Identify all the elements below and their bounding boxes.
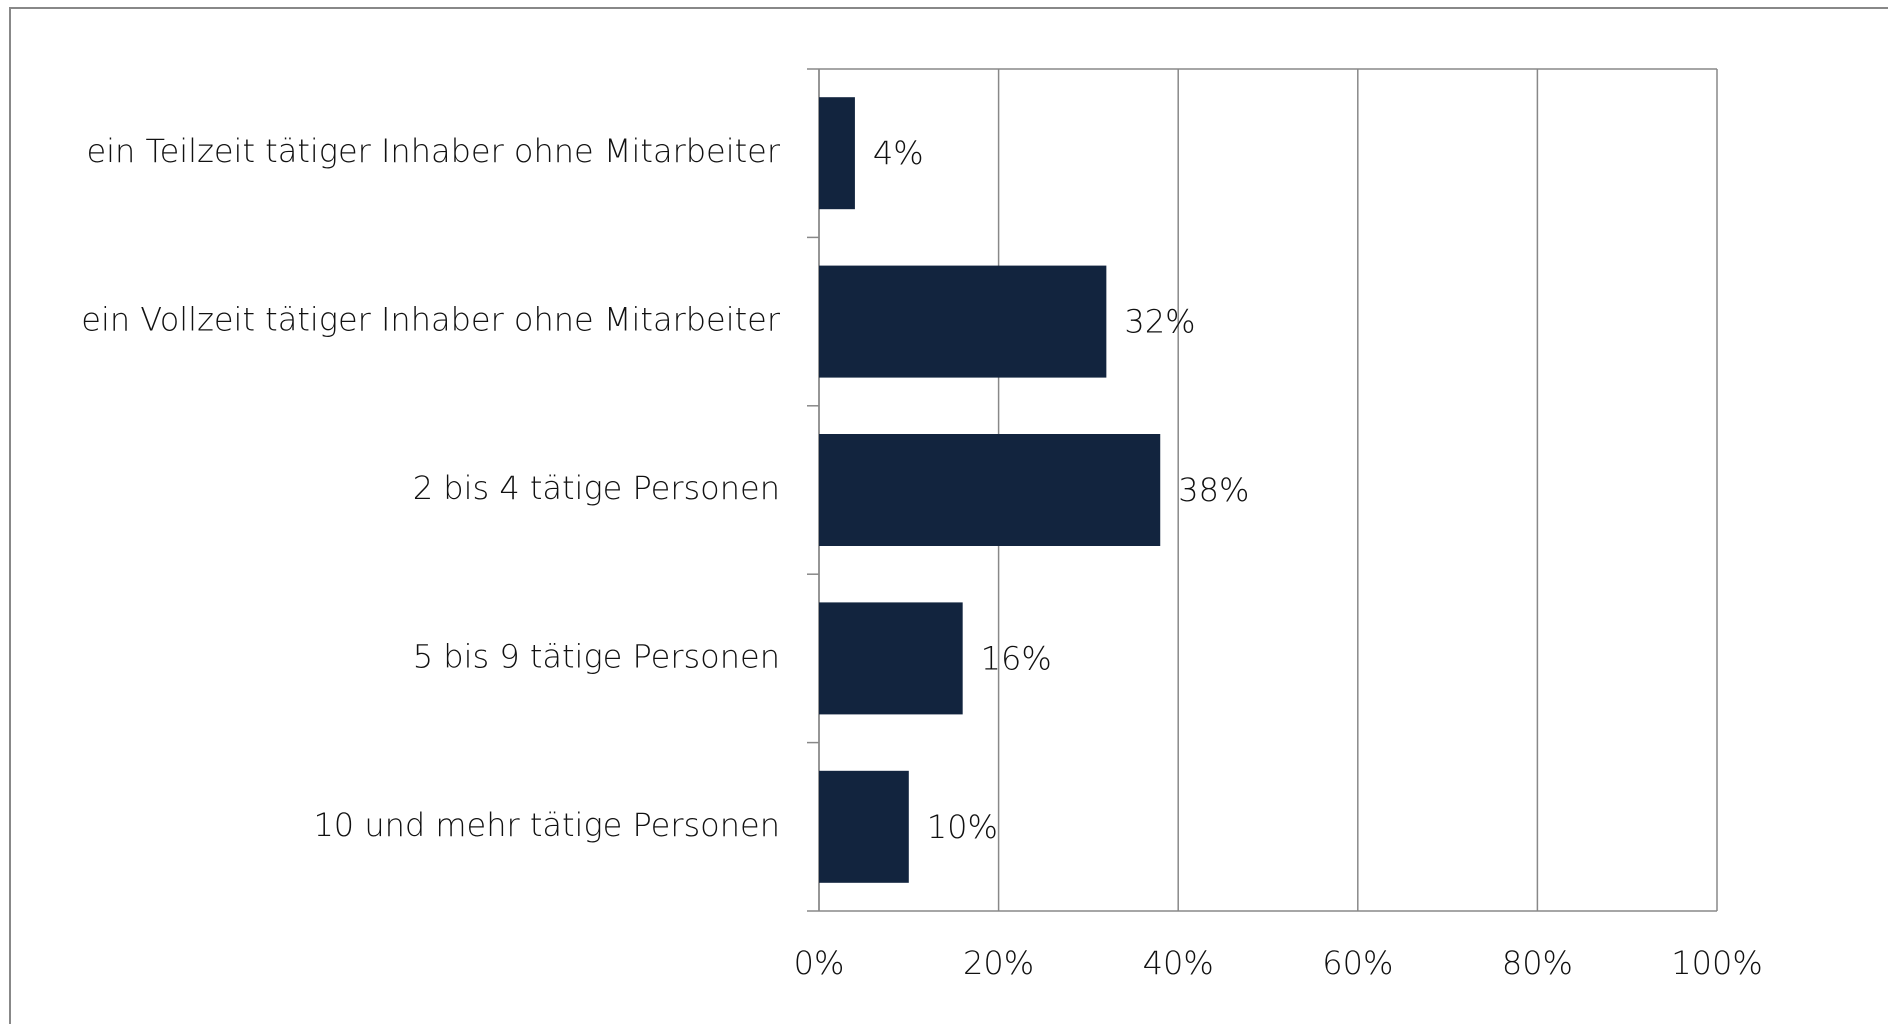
- bar: [819, 265, 1107, 378]
- y-tick-label: ein Vollzeit tätiger Inhaber ohne Mitarb…: [81, 301, 781, 339]
- bar: [819, 602, 963, 715]
- y-tick-label: ein Teilzeit tätiger Inhaber ohne Mitarb…: [86, 132, 780, 170]
- x-tick-label: 60%: [1322, 944, 1393, 982]
- bar: [819, 434, 1161, 546]
- data-label: 4%: [873, 134, 924, 172]
- y-tick-label: 10 und mehr tätige Personen: [313, 806, 780, 844]
- data-label: 32%: [1124, 303, 1195, 341]
- x-tick-label: 80%: [1502, 944, 1573, 982]
- y-tick-label: 5 bis 9 tätige Personen: [413, 637, 780, 675]
- bar: [819, 770, 909, 883]
- data-label: 10%: [927, 808, 998, 846]
- y-tick-label: 2 bis 4 tätige Personen: [413, 469, 780, 507]
- x-tick-label: 0%: [794, 944, 845, 982]
- x-tick-label: 40%: [1143, 944, 1214, 982]
- data-label: 38%: [1178, 471, 1249, 509]
- chart-border: [9, 7, 1888, 1024]
- x-tick-label: 20%: [963, 944, 1034, 982]
- bar: [819, 97, 855, 210]
- data-label: 16%: [981, 639, 1052, 677]
- x-tick-label: 100%: [1671, 944, 1762, 982]
